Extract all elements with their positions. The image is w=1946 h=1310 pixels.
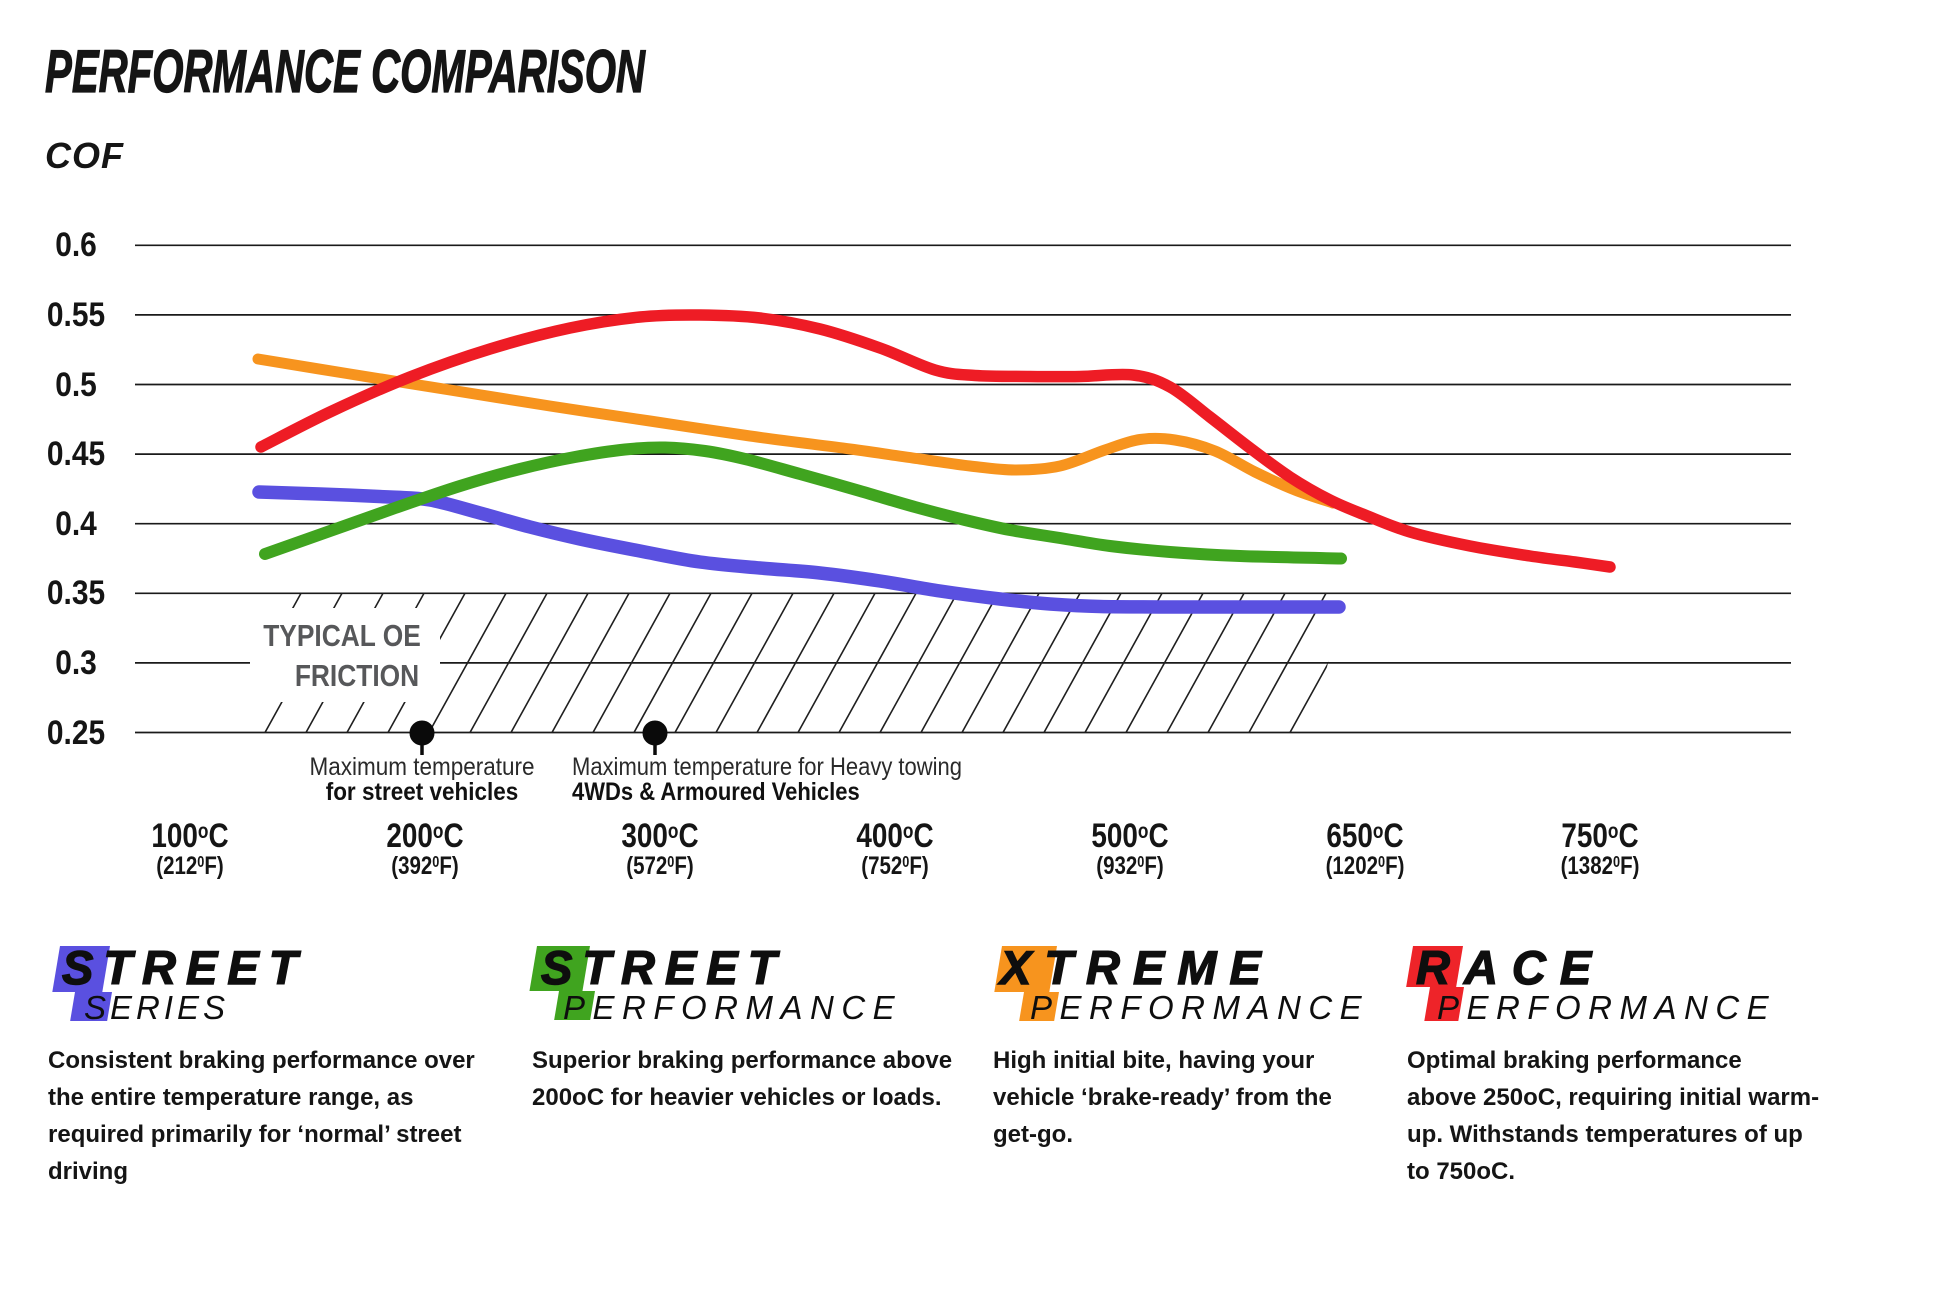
svg-text:TYPICAL OE: TYPICAL OE bbox=[263, 619, 421, 653]
svg-text:FRICTION: FRICTION bbox=[295, 659, 419, 693]
